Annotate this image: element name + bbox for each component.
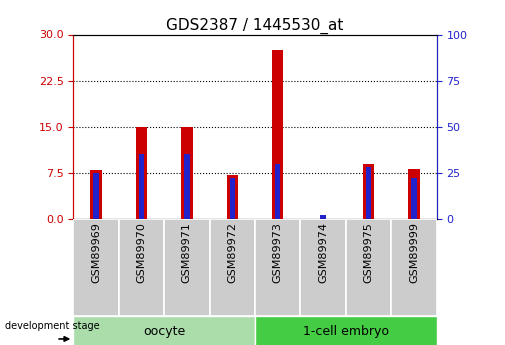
- Bar: [366, 167, 371, 219]
- Bar: [391, 219, 437, 316]
- Bar: [73, 219, 119, 316]
- Title: GDS2387 / 1445530_at: GDS2387 / 1445530_at: [166, 18, 344, 34]
- Text: GSM89970: GSM89970: [136, 222, 146, 283]
- Text: development stage: development stage: [5, 321, 99, 331]
- Text: GSM89999: GSM89999: [409, 222, 419, 283]
- Bar: [300, 219, 346, 316]
- Bar: [93, 173, 98, 219]
- Bar: [73, 316, 255, 345]
- Bar: [346, 219, 391, 316]
- Text: GSM89972: GSM89972: [227, 222, 237, 283]
- Text: GSM89969: GSM89969: [91, 222, 101, 283]
- Bar: [119, 219, 164, 316]
- Bar: [321, 215, 326, 219]
- Bar: [409, 169, 420, 219]
- Bar: [210, 219, 255, 316]
- Bar: [136, 127, 147, 219]
- Text: GSM89974: GSM89974: [318, 222, 328, 283]
- Bar: [255, 316, 437, 345]
- Bar: [230, 178, 235, 219]
- Text: GSM89975: GSM89975: [364, 222, 374, 283]
- Bar: [90, 170, 102, 219]
- Bar: [227, 175, 238, 219]
- Bar: [139, 155, 144, 219]
- Bar: [275, 164, 280, 219]
- Bar: [255, 219, 300, 316]
- Bar: [412, 178, 417, 219]
- Text: oocyte: oocyte: [143, 325, 185, 338]
- Bar: [181, 127, 192, 219]
- Text: GSM89971: GSM89971: [182, 222, 192, 283]
- Bar: [184, 155, 189, 219]
- Bar: [363, 164, 374, 219]
- Bar: [164, 219, 210, 316]
- Text: 1-cell embryo: 1-cell embryo: [303, 325, 389, 338]
- Bar: [272, 50, 283, 219]
- Text: GSM89973: GSM89973: [273, 222, 283, 283]
